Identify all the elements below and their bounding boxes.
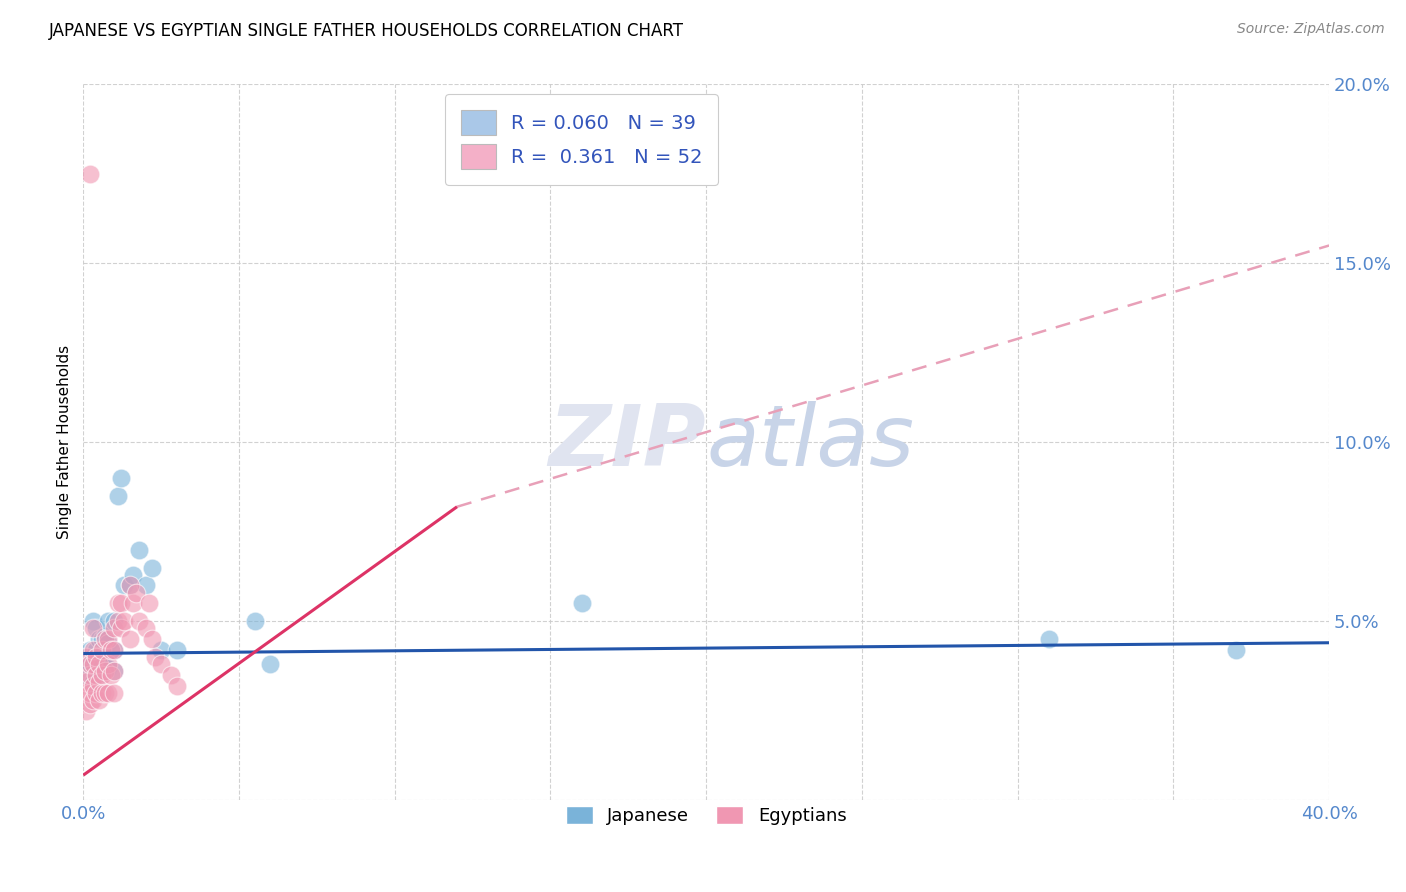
Point [107,614,129,628]
Point [94,650,117,665]
Point [103,622,125,636]
Point [94,629,117,643]
Point [79,657,101,672]
Point [75,668,97,682]
Point [135,578,157,592]
Point [84,622,107,636]
Text: atlas: atlas [706,401,914,483]
Point [84,686,107,700]
Point [87,675,110,690]
Point [1225,643,1247,657]
Point [150,657,173,672]
Point [125,585,148,599]
Point [103,686,125,700]
Point [87,657,110,672]
Point [79,657,101,672]
Point [122,567,145,582]
Point [91,686,114,700]
Text: Source: ZipAtlas.com: Source: ZipAtlas.com [1237,22,1385,37]
Point [141,632,163,647]
Point [110,596,132,610]
Point [571,596,593,610]
Point [97,614,120,628]
Text: ZIP: ZIP [548,401,706,483]
Point [150,643,173,657]
Point [100,643,122,657]
Text: JAPANESE VS EGYPTIAN SINGLE FATHER HOUSEHOLDS CORRELATION CHART: JAPANESE VS EGYPTIAN SINGLE FATHER HOUSE… [49,22,685,40]
Point [94,686,117,700]
Point [82,679,104,693]
Point [82,675,104,690]
Point [107,489,129,503]
Point [87,693,110,707]
Point [259,657,281,672]
Legend: Japanese, Egyptians: Japanese, Egyptians [557,797,856,834]
Point [87,668,110,682]
Point [110,471,132,485]
Point [79,697,101,711]
Point [97,686,120,700]
Point [243,614,266,628]
Point [118,632,141,647]
Point [97,657,120,672]
Point [138,596,160,610]
Point [91,657,114,672]
Point [107,596,129,610]
Point [103,665,125,679]
Point [100,643,122,657]
Point [128,614,150,628]
Point [141,560,163,574]
Point [82,622,104,636]
Y-axis label: Single Father Households: Single Father Households [58,345,72,540]
Point [166,643,188,657]
Point [110,622,132,636]
Point [128,542,150,557]
Point [91,668,114,682]
Point [103,643,125,657]
Point [82,657,104,672]
Point [82,693,104,707]
Point [94,665,117,679]
Point [103,614,125,628]
Point [87,650,110,665]
Point [97,636,120,650]
Point [94,632,117,647]
Point [84,650,107,665]
Point [91,632,114,647]
Point [75,704,97,718]
Point [75,650,97,665]
Point [79,686,101,700]
Point [166,679,188,693]
Point [118,578,141,592]
Point [82,650,104,665]
Point [97,632,120,647]
Point [79,167,101,181]
Point [82,643,104,657]
Point [103,643,125,657]
Point [82,614,104,628]
Point [97,661,120,675]
Point [91,643,114,657]
Point [75,686,97,700]
Point [79,668,101,682]
Point [75,650,97,665]
Point [103,665,125,679]
Point [87,632,110,647]
Point [143,650,166,665]
Point [135,622,157,636]
Point [75,675,97,690]
Point [118,578,141,592]
Point [112,578,135,592]
Point [112,614,135,628]
Point [100,668,122,682]
Point [79,643,101,657]
Point [159,668,181,682]
Point [1038,632,1060,647]
Point [84,668,107,682]
Point [84,668,107,682]
Point [122,596,145,610]
Point [84,643,107,657]
